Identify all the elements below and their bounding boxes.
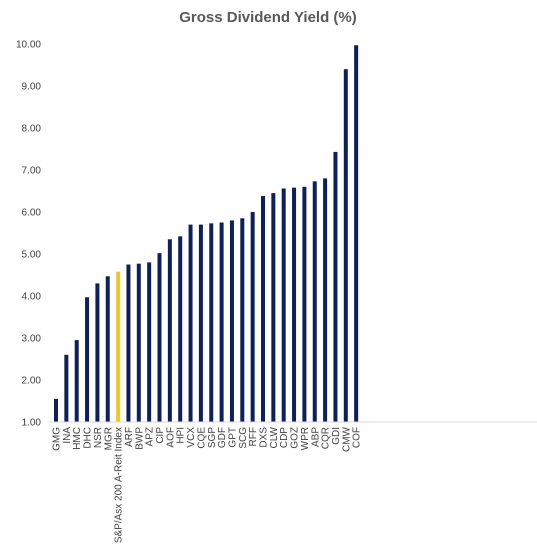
bar	[105, 276, 110, 422]
bar	[271, 193, 276, 422]
y-tick-label: 3.00	[22, 334, 42, 345]
x-tick-label: INA	[62, 427, 73, 444]
bar	[126, 264, 131, 422]
bar	[198, 224, 203, 422]
x-tick-label: MGR	[103, 427, 114, 450]
x-tick-label: GDF	[217, 427, 228, 448]
x-tick-label: HMC	[72, 427, 83, 450]
bar	[116, 271, 121, 422]
bar	[323, 178, 328, 422]
x-tick-label: APZ	[145, 427, 156, 446]
bar	[292, 187, 297, 422]
bar	[136, 263, 141, 422]
x-tick-label: WPR	[300, 427, 311, 450]
x-tick-label: SGP	[207, 427, 218, 448]
bar	[95, 283, 100, 422]
x-tick-label: GMG	[52, 427, 63, 451]
bar	[343, 69, 348, 422]
x-tick-label: CLW	[269, 426, 280, 448]
x-tick-label: S&P/Asx 200 A-Reit Index	[114, 427, 125, 543]
x-tick-label: COF	[352, 427, 363, 448]
y-tick-label: 9.00	[22, 82, 42, 93]
x-tick-label: AOF	[165, 427, 176, 448]
x-tick-label: NSR	[93, 427, 104, 448]
y-tick-label: 10.00	[16, 40, 41, 51]
bar	[333, 151, 338, 422]
x-tick-label: GPT	[227, 427, 238, 448]
y-tick-label: 5.00	[22, 250, 42, 261]
x-tick-label: CQE	[196, 427, 207, 449]
y-tick-label: 8.00	[22, 124, 42, 135]
bar	[312, 181, 317, 422]
bar	[167, 239, 172, 422]
bar	[354, 45, 359, 422]
bar	[64, 354, 69, 422]
bar	[240, 218, 245, 422]
bar	[302, 186, 307, 422]
bar	[250, 212, 255, 422]
x-axis: GMG INA HMC DHC NSR MGR S&P/Asx 200 A-Reit Ind…	[52, 426, 363, 543]
bar	[147, 262, 152, 422]
bar	[85, 297, 90, 422]
x-tick-label: CDP	[279, 427, 290, 448]
x-tick-label: CIP	[155, 427, 166, 444]
x-tick-label: BWP	[134, 427, 145, 450]
y-axis: 1.00 2.00 3.00 4.00 5.00 6.00 7.00 8.00 9.00 10.0…	[16, 40, 41, 429]
bar	[157, 253, 162, 422]
bar	[219, 222, 224, 422]
x-tick-label: ARF	[124, 427, 135, 447]
x-tick-label: DXS	[259, 427, 270, 448]
bar	[261, 196, 265, 422]
x-tick-label: HPI	[176, 427, 187, 444]
bar	[188, 224, 193, 422]
bar	[74, 340, 79, 422]
x-tick-label: GOZ	[290, 427, 301, 449]
y-tick-label: 7.00	[22, 166, 42, 177]
bar	[229, 220, 234, 422]
bar	[281, 188, 286, 422]
x-tick-label: DHC	[83, 427, 94, 449]
y-tick-label: 1.00	[22, 418, 42, 429]
x-tick-label: CMW	[341, 426, 352, 452]
x-tick-label: CQR	[321, 427, 332, 449]
y-tick-label: 6.00	[22, 208, 42, 219]
chart-title: Gross Dividend Yield (%)	[179, 9, 357, 26]
x-tick-label: SCG	[238, 427, 249, 449]
x-tick-label: ABP	[310, 427, 321, 447]
bar	[209, 223, 214, 422]
bar	[178, 236, 183, 422]
x-tick-label: VCX	[186, 427, 197, 448]
y-tick-label: 4.00	[22, 292, 42, 303]
bars	[54, 45, 359, 422]
bar	[54, 398, 58, 422]
x-tick-label: RFF	[248, 427, 259, 446]
y-tick-label: 2.00	[22, 376, 42, 387]
x-tick-label: GDI	[331, 427, 342, 445]
